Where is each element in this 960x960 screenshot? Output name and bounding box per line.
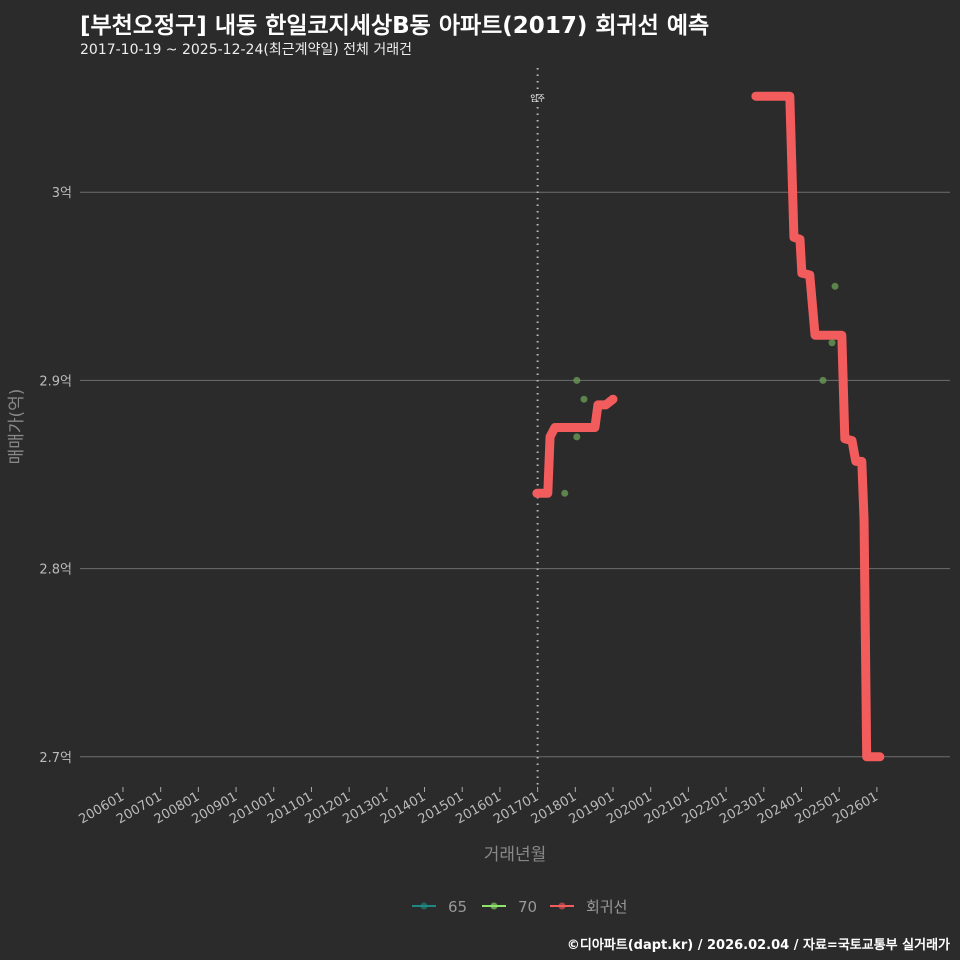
credit-text: ©디아파트(dapt.kr) / 2026.02.04 / 자료=국토교통부 실… [566,938,950,953]
move-in-label: 입주 [530,94,545,103]
legend-label: 65 [448,898,467,916]
y-tick-label: 2.9억 [39,374,72,389]
data-point-70 [573,376,581,384]
legend-key-dot [490,902,498,910]
data-point-70 [561,489,569,497]
regression-line [532,394,618,498]
data-point-70 [580,395,588,403]
data-point-70 [573,433,581,441]
legend-label: 회귀선 [586,898,627,916]
data-point-70 [831,282,839,290]
y-tick-label: 2.7억 [39,751,72,766]
x-axis-title: 거래년월 [484,845,547,865]
y-tick-label: 2.8억 [39,563,72,578]
legend-key-dot [420,902,428,910]
y-tick-label: 3억 [52,186,72,201]
legend-label: 70 [518,898,537,916]
chart-title: [부천오정구] 내동 한일코지세상B동 아파트(2017) 회귀선 예측 [80,13,710,39]
chart-subtitle: 2017-10-19 ~ 2025-12-24(최근계약일) 전체 거래건 [80,42,412,58]
data-point-70 [819,376,827,384]
regression-line [751,91,885,762]
data-point-70 [828,339,836,347]
legend-key-dot [558,902,566,910]
y-axis-title: 매매가(억) [7,389,27,465]
